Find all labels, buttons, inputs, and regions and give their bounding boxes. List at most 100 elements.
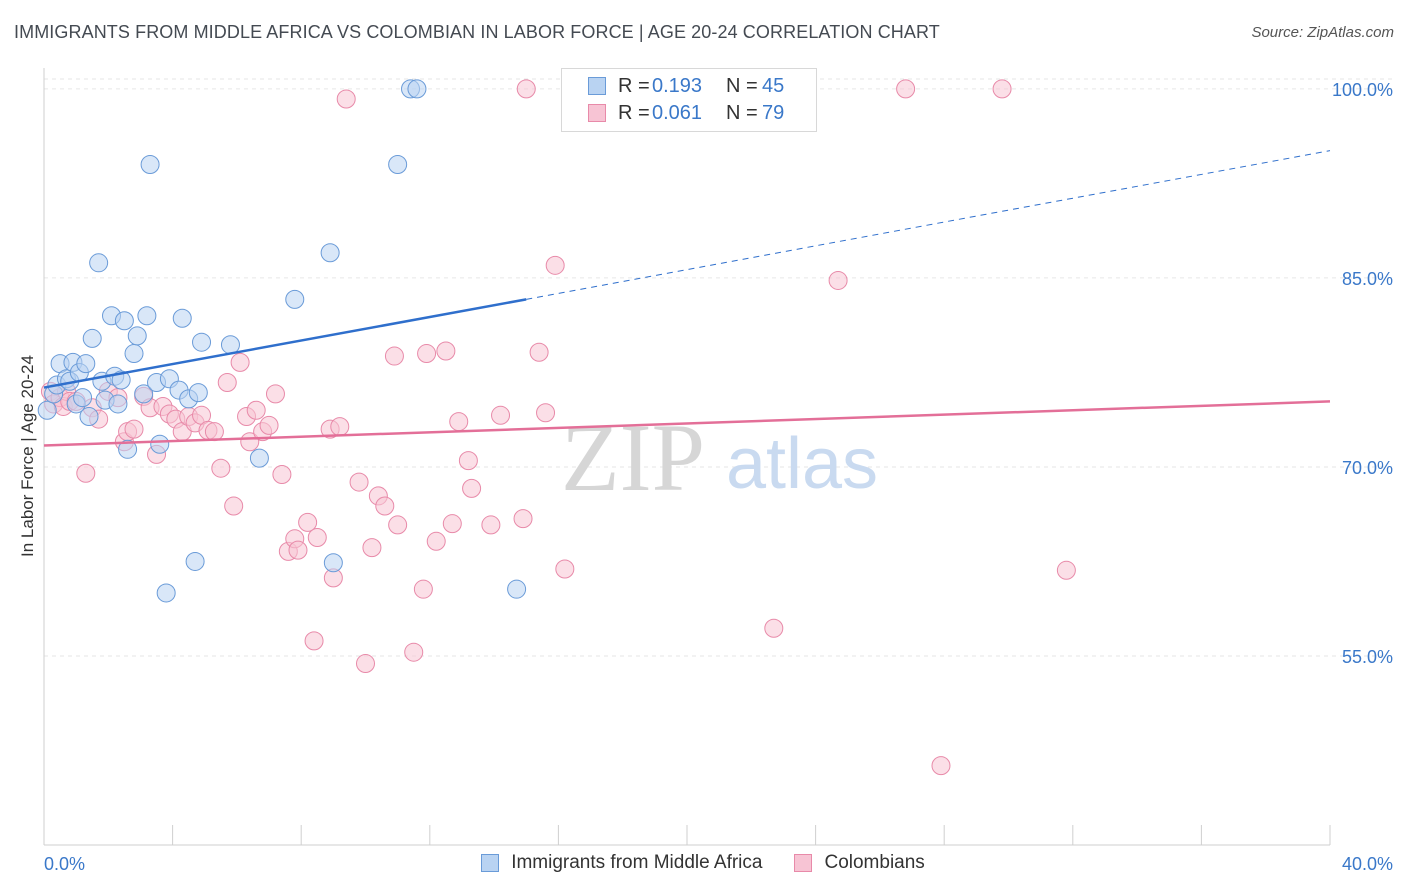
source-label: Source: ZipAtlas.com [1251, 24, 1394, 41]
watermark-atlas: atlas [726, 424, 878, 504]
colombians-point [375, 496, 395, 516]
legend-row-middle-africa: R = 0.193 N = 45 [588, 73, 784, 99]
colombians-trend-line [43, 400, 1331, 447]
middle-africa-point [118, 439, 138, 459]
colombians-point [555, 559, 575, 579]
middle-africa-point [323, 553, 343, 573]
middle-africa-point [220, 335, 240, 355]
middle-africa-point [108, 394, 128, 414]
colombians-point [349, 472, 369, 492]
middle-africa-trend-extension [526, 150, 1331, 300]
tick-labels: 55.0% 70.0% 85.0% 100.0% 0.0% 40.0% [44, 80, 1393, 874]
y-tick-label: 100.0% [1332, 80, 1393, 100]
middle-africa-point [188, 383, 208, 403]
colombians-point [76, 463, 96, 483]
colombians-point [462, 478, 482, 498]
middle-africa-point [249, 448, 269, 468]
middle-africa-point [114, 311, 134, 331]
legend-label-colombians: Colombians [824, 852, 925, 873]
colombians-point [124, 419, 144, 439]
colombians-point [217, 373, 237, 393]
colombians-point [246, 400, 266, 420]
middle-africa-point [407, 79, 427, 99]
middle-africa-point [140, 155, 160, 175]
legend-r-value: 0.193 [652, 74, 703, 97]
colombians-point [259, 415, 279, 435]
colombians-point [272, 465, 292, 485]
middle-africa-point [89, 253, 109, 273]
colombians-point [764, 618, 784, 638]
colombians-point [336, 89, 356, 109]
colombians-point [204, 422, 224, 442]
middle-africa-point [388, 155, 408, 175]
y-tick-label: 85.0% [1342, 269, 1393, 289]
y-tick-label: 70.0% [1342, 458, 1393, 478]
colombians-point [1056, 560, 1076, 580]
y-axis-label: In Labor Force | Age 20-24 [18, 355, 37, 557]
middle-africa-point [285, 289, 305, 309]
middle-africa-point [79, 407, 99, 427]
middle-africa-point [82, 328, 102, 348]
middle-africa-point [192, 332, 212, 352]
y-tick-label: 55.0% [1342, 647, 1393, 667]
colombians-point [298, 512, 318, 532]
middle-africa-point [137, 306, 157, 326]
colombians-point [224, 496, 244, 516]
legend-swatch-blue [588, 77, 606, 95]
middle-africa-point [124, 344, 144, 364]
colombians-point [516, 79, 536, 99]
x-tick-label: 40.0% [1342, 854, 1393, 874]
colombians-point [992, 79, 1012, 99]
legend-item-middle-africa: Immigrants from Middle Africa [481, 852, 762, 874]
colombians-point [330, 417, 350, 437]
colombians-point [404, 642, 424, 662]
colombians-point [513, 509, 533, 529]
legend-n-label: N = [726, 101, 758, 124]
chart-title: IMMIGRANTS FROM MIDDLE AFRICA VS COLOMBI… [14, 22, 940, 42]
middle-africa-point [507, 579, 527, 599]
watermark-zip: ZIP [561, 404, 705, 511]
axes [43, 68, 1331, 846]
middle-africa-point [320, 243, 340, 263]
middle-africa-point [73, 388, 93, 408]
colombians-point [417, 344, 437, 364]
trend-lines [43, 150, 1331, 447]
middle-africa-point [127, 326, 147, 346]
legend-swatch-pink [794, 854, 813, 872]
middle-africa-point [185, 551, 205, 571]
middle-africa-point [76, 354, 96, 374]
colombians-point [211, 458, 231, 478]
colombians-point [481, 515, 501, 535]
colombians-point [896, 79, 916, 99]
stats-legend: R = 0.193 N = 45 R = 0.061 N = 79 [561, 68, 817, 132]
colombians-point [536, 403, 556, 423]
legend-n-value: 79 [762, 101, 785, 124]
middle-africa-trend-line [43, 298, 527, 389]
x-tick-label: 0.0% [44, 854, 85, 874]
middle-africa-point [134, 384, 154, 404]
legend-swatch-blue [481, 854, 500, 872]
colombians-point [449, 412, 469, 432]
legend-label-middle-africa: Immigrants from Middle Africa [511, 852, 763, 873]
colombians-point [304, 631, 324, 651]
colombians-point [828, 270, 848, 290]
colombians-point [529, 342, 549, 362]
legend-n-label: N = [726, 74, 758, 97]
colombians-point [426, 531, 446, 551]
colombians-point [458, 451, 478, 471]
colombians-point [356, 654, 375, 674]
colombians-point [384, 346, 404, 366]
legend-swatch-pink [588, 104, 606, 122]
colombians-point [288, 540, 308, 560]
legend-r-value: 0.061 [652, 101, 703, 124]
colombians-point [545, 255, 565, 275]
colombians-point [388, 515, 408, 535]
middle-africa-point [172, 308, 192, 328]
legend-n-value: 45 [762, 74, 785, 97]
colombians-point [307, 528, 327, 548]
legend-r-label: R = [618, 74, 650, 97]
watermark: ZIP atlas [561, 404, 878, 511]
colombians-point [442, 514, 462, 534]
colombians-point [491, 405, 511, 425]
